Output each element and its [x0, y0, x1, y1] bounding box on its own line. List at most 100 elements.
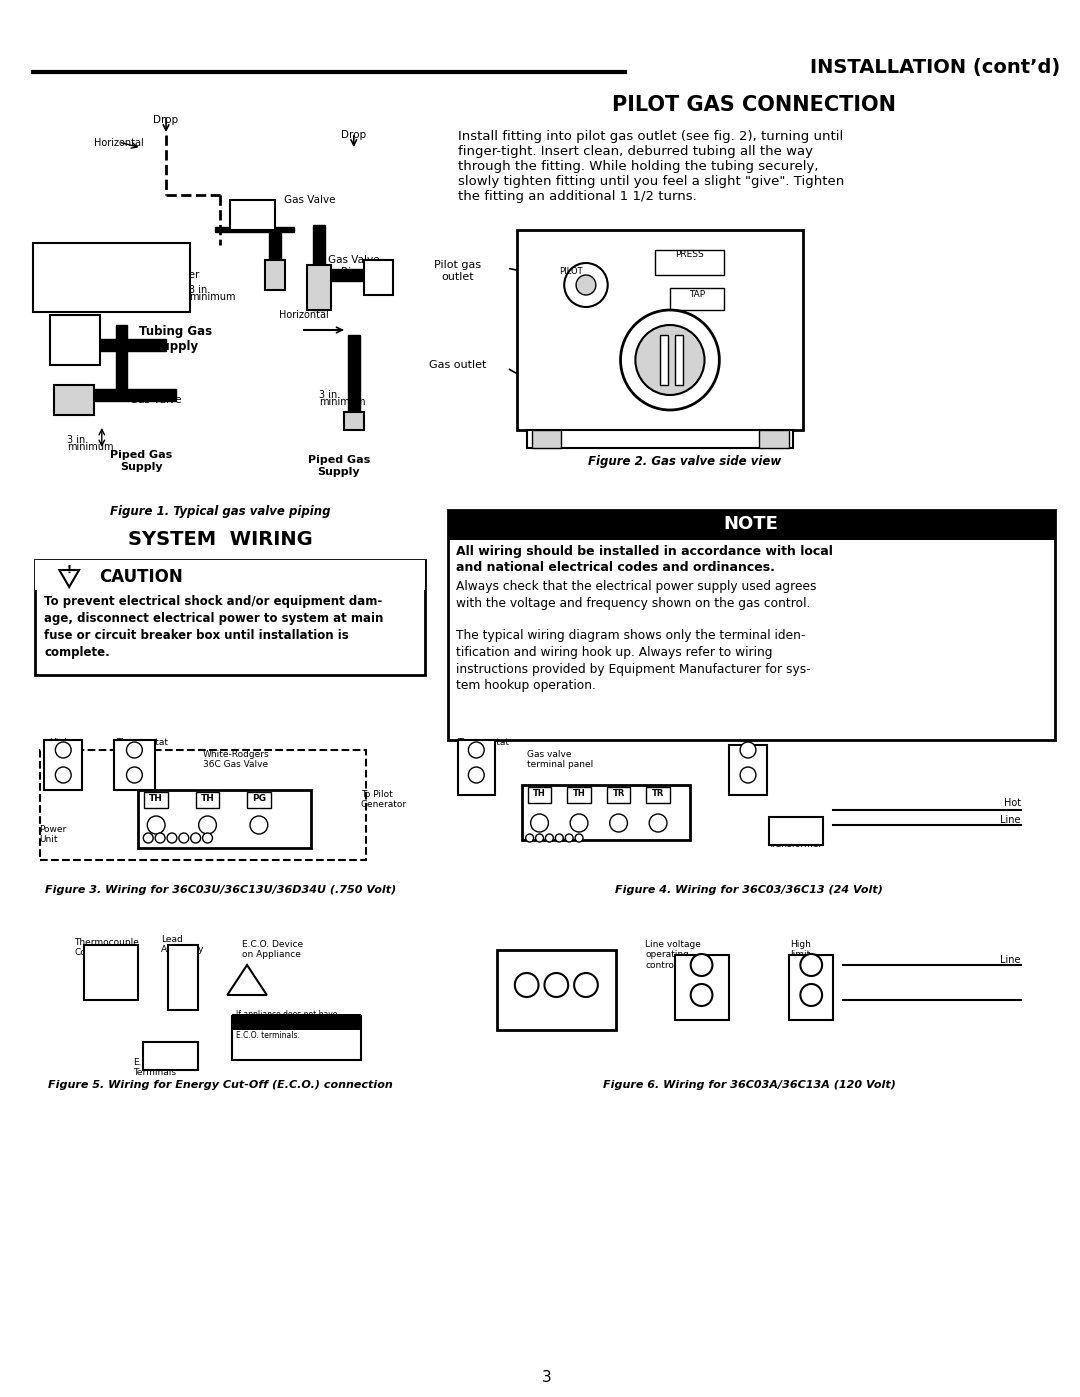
Text: White-Rodgers
36C Gas Valve: White-Rodgers 36C Gas Valve: [203, 750, 269, 770]
Bar: [269, 231, 281, 279]
Bar: [675, 956, 729, 1020]
Text: Figure 3. Wiring for 36C03U/36C13U/36D34U (.750 Volt): Figure 3. Wiring for 36C03U/36C13U/36D34…: [44, 886, 396, 895]
Circle shape: [126, 767, 143, 782]
Bar: [84, 944, 138, 1000]
FancyBboxPatch shape: [32, 243, 190, 312]
Text: Thermostat: Thermostat: [116, 738, 167, 747]
Bar: [265, 260, 285, 291]
Text: E.C.O. Device
on Appliance: E.C.O. Device on Appliance: [242, 940, 303, 960]
Bar: [308, 265, 332, 310]
Text: PG: PG: [252, 793, 266, 803]
Text: 3 in.: 3 in.: [189, 285, 210, 295]
Bar: [113, 740, 156, 789]
Circle shape: [691, 983, 713, 1006]
Bar: [527, 430, 794, 448]
Text: Transformer: Transformer: [768, 840, 823, 849]
Text: Figure 5. Wiring for Energy Cut-Off (E.C.O.) connection: Figure 5. Wiring for Energy Cut-Off (E.C…: [48, 1080, 393, 1090]
Polygon shape: [227, 965, 267, 995]
Text: TH: TH: [149, 793, 163, 803]
Text: PRESS: PRESS: [675, 250, 704, 258]
Bar: [517, 231, 804, 430]
Bar: [51, 314, 99, 365]
Circle shape: [635, 326, 704, 395]
Circle shape: [575, 972, 598, 997]
Text: minimum: minimum: [320, 397, 366, 407]
Circle shape: [544, 972, 568, 997]
Circle shape: [199, 816, 216, 834]
Bar: [195, 792, 219, 807]
Text: minimum: minimum: [67, 441, 113, 453]
Circle shape: [575, 834, 583, 842]
Bar: [35, 560, 424, 675]
Text: 3 in.: 3 in.: [67, 434, 89, 446]
Text: TR: TR: [652, 789, 664, 798]
Text: NOTE: NOTE: [724, 515, 779, 534]
Bar: [57, 339, 166, 351]
Circle shape: [800, 954, 822, 977]
Text: Piped Gas
Supply: Piped Gas Supply: [110, 450, 173, 472]
Bar: [769, 817, 823, 845]
Text: Thermocouple
Connection: Thermocouple Connection: [75, 937, 139, 957]
Circle shape: [800, 983, 822, 1006]
Bar: [40, 750, 366, 861]
Circle shape: [526, 834, 534, 842]
Circle shape: [621, 310, 719, 409]
Bar: [788, 956, 833, 1020]
Circle shape: [530, 814, 549, 833]
Bar: [35, 560, 424, 590]
Text: Lead
Assembly: Lead Assembly: [161, 935, 204, 954]
Bar: [57, 388, 176, 401]
Text: TH: TH: [534, 789, 545, 798]
Bar: [656, 250, 725, 275]
Text: Pilot gas
outlet: Pilot gas outlet: [434, 260, 481, 282]
Circle shape: [179, 833, 189, 842]
Circle shape: [156, 833, 165, 842]
Circle shape: [545, 834, 553, 842]
Bar: [364, 260, 393, 295]
Text: Line: Line: [1000, 814, 1021, 826]
Bar: [313, 225, 325, 310]
Text: TH: TH: [201, 793, 215, 803]
Bar: [675, 335, 683, 386]
Bar: [670, 288, 725, 310]
Text: Horizontal: Horizontal: [280, 310, 329, 320]
Text: TR: TR: [612, 789, 624, 798]
Circle shape: [740, 767, 756, 782]
Text: Gas Valve
Riser: Gas Valve Riser: [328, 256, 379, 277]
Bar: [646, 787, 670, 803]
Bar: [44, 740, 82, 789]
Text: Figure 1. Typical gas valve piping: Figure 1. Typical gas valve piping: [110, 504, 330, 518]
Text: CAUTION: CAUTION: [99, 569, 183, 585]
Circle shape: [536, 834, 543, 842]
Text: Line: Line: [1000, 956, 1021, 965]
Circle shape: [576, 275, 596, 295]
Text: Drop: Drop: [341, 130, 366, 140]
Circle shape: [469, 742, 484, 759]
Circle shape: [570, 814, 588, 833]
Bar: [522, 785, 690, 840]
Circle shape: [740, 742, 756, 759]
Bar: [447, 510, 1055, 740]
Text: !: !: [67, 564, 71, 576]
Text: Gas outlet: Gas outlet: [429, 360, 486, 370]
Bar: [531, 430, 562, 448]
Bar: [230, 200, 274, 231]
Text: Gas valve
terminal panel: Gas valve terminal panel: [527, 750, 593, 770]
Text: 3: 3: [541, 1370, 551, 1384]
Text: E.C.O.
Terminals: E.C.O. Terminals: [134, 1058, 176, 1077]
Text: Figure 6. Wiring for 36C03A/36C13A (120 Volt): Figure 6. Wiring for 36C03A/36C13A (120 …: [603, 1080, 895, 1090]
Bar: [660, 335, 667, 386]
Text: Power
Unit: Power Unit: [40, 826, 67, 844]
Text: To Pilot
Generator: To Pilot Generator: [361, 789, 407, 809]
Bar: [343, 412, 364, 430]
Text: Thermostat: Thermostat: [458, 738, 510, 747]
Text: All wiring should be installed in accordance with local
and national electrical : All wiring should be installed in accord…: [456, 545, 833, 574]
Text: 24 VAC: 24 VAC: [777, 826, 811, 835]
Text: Install fitting into pilot gas outlet (see fig. 2), turning until
finger-tight. : Install fitting into pilot gas outlet (s…: [458, 130, 843, 203]
Text: Drop: Drop: [153, 115, 178, 124]
Circle shape: [649, 814, 667, 833]
Text: NOTE: NOTE: [284, 1003, 309, 1011]
Bar: [458, 740, 495, 795]
Circle shape: [147, 816, 165, 834]
Text: PILOT: PILOT: [559, 267, 583, 277]
